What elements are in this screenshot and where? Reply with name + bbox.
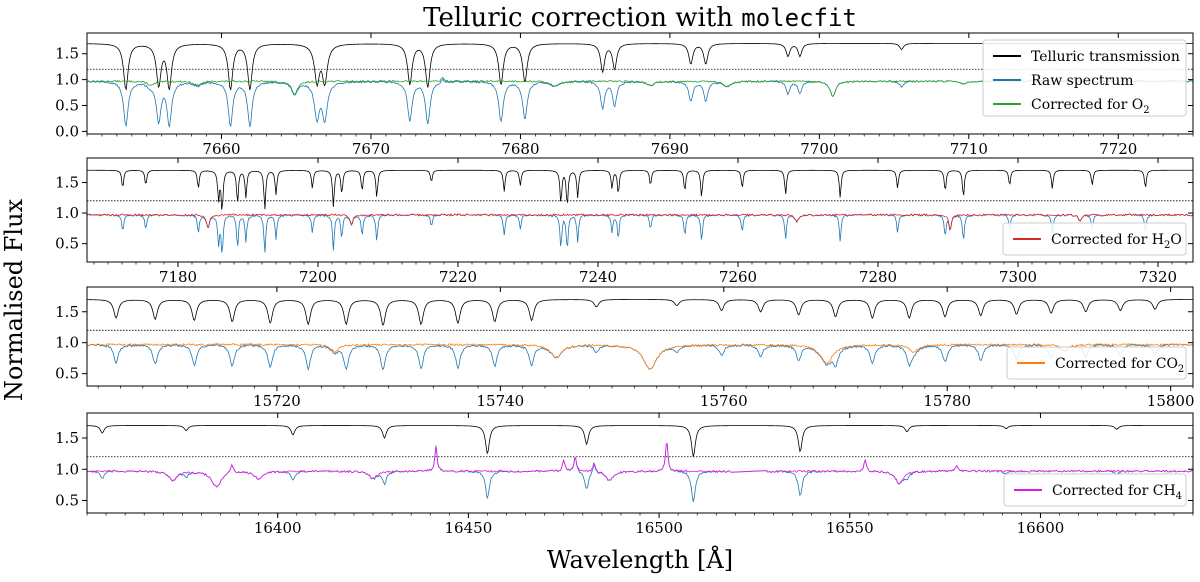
legend-ch4: Corrected for CH4 — [1003, 473, 1187, 507]
series-corrected-ch4 — [87, 442, 1193, 488]
y-tick-label-ch4: 1.5 — [55, 429, 79, 447]
x-tick-label-h2o: 7320 — [1139, 268, 1177, 286]
y-tick-label-o2: 1.0 — [55, 71, 79, 89]
axes-frame-co2 — [86, 286, 1194, 387]
panel-ch4: 16400 16450 16500 16550 16600 0.5 1.0 1.5 Correc… — [55, 412, 1194, 537]
chart-title-code: molecfit — [741, 4, 857, 32]
plot-area-ch4 — [87, 425, 1193, 502]
legend-label-co2: Corrected for CO2 — [1055, 356, 1184, 375]
legend-h2o: Corrected for H2O — [1002, 222, 1187, 256]
y-tick-label-co2: 1.0 — [55, 334, 79, 352]
x-tick-label-h2o: 7180 — [159, 268, 197, 286]
legend-box-co2 — [1006, 346, 1187, 380]
x-tick-label-co2: 15760 — [700, 392, 748, 410]
chart-title: Telluric correction with molecfit — [423, 3, 857, 33]
x-tick-label-h2o: 7280 — [859, 268, 897, 286]
y-axis-label: Normalised Flux — [0, 198, 28, 401]
x-tick-label-o2: 7660 — [202, 140, 240, 158]
x-tick-label-h2o: 7300 — [999, 268, 1037, 286]
legend-label-ch4: Corrected for CH4 — [1052, 483, 1182, 502]
panels: 7660 7670 7680 7690 7700 7710 7720 0.0 0.5 1.0 1.5… — [55, 32, 1195, 537]
series-transmission-ch4 — [87, 425, 1193, 457]
y-tick-label-ch4: 1.0 — [55, 460, 79, 478]
x-tick-label-h2o: 7240 — [579, 268, 617, 286]
y-tick-label-ch4: 0.5 — [55, 492, 79, 510]
panel-h2o: 7180 7200 7220 7240 7260 7280 7300 7320 0.5 1.0 1.… — [55, 157, 1194, 286]
x-tick-label-ch4: 16550 — [826, 519, 874, 537]
y-tick-label-h2o: 0.5 — [55, 235, 79, 253]
series-transmission-h2o — [87, 169, 1193, 210]
series-corrected-co2 — [87, 342, 1193, 370]
y-tick-label-co2: 1.5 — [55, 303, 79, 321]
y-tick-label-o2: 1.5 — [55, 45, 79, 63]
series-transmission-co2 — [87, 299, 1193, 326]
x-tick-label-o2: 7690 — [651, 140, 689, 158]
x-tick-label-ch4: 16450 — [445, 519, 493, 537]
panel-co2: 15720 15740 15760 15780 15800 0.5 1.0 1.5 Correc… — [55, 286, 1195, 410]
y-tick-label-h2o: 1.0 — [55, 204, 79, 222]
x-tick-label-co2: 15800 — [1147, 392, 1195, 410]
x-axis-label: Wavelength [Å] — [547, 545, 733, 574]
legend-label-o2: Corrected for O2 — [1031, 97, 1150, 116]
legend-box-h2o — [1002, 222, 1187, 256]
legend-o2: Telluric transmission Raw spectrum Correct… — [982, 39, 1187, 117]
x-tick-label-ch4: 16600 — [1017, 519, 1065, 537]
legend-label-transmission: Telluric transmission — [1031, 49, 1180, 65]
y-tick-label-o2: 0.5 — [55, 97, 79, 115]
x-tick-label-ch4: 16400 — [254, 519, 302, 537]
x-tick-label-o2: 7720 — [1099, 140, 1137, 158]
legend-box-o2 — [982, 39, 1187, 117]
x-tick-label-h2o: 7260 — [719, 268, 757, 286]
panel-o2: 7660 7670 7680 7690 7700 7710 7720 0.0 0.5 1.0 1.5… — [55, 32, 1194, 158]
chart-title-prefix: Telluric correction with — [423, 3, 741, 33]
y-tick-label-o2: 0.0 — [55, 122, 79, 140]
y-tick-label-co2: 0.5 — [55, 365, 79, 383]
x-tick-label-o2: 7700 — [800, 140, 838, 158]
x-tick-label-o2: 7680 — [501, 140, 539, 158]
plot-area-co2 — [87, 299, 1193, 371]
legend-label-h2o: Corrected for H2O — [1051, 232, 1182, 251]
legend-label-raw: Raw spectrum — [1031, 73, 1134, 89]
x-tick-label-o2: 7710 — [950, 140, 988, 158]
x-tick-label-o2: 7670 — [352, 140, 390, 158]
x-tick-label-co2: 15780 — [923, 392, 971, 410]
series-corrected-h2o — [87, 213, 1193, 230]
legend-box-ch4 — [1003, 473, 1187, 507]
x-tick-label-h2o: 7200 — [299, 268, 337, 286]
x-tick-label-ch4: 16500 — [635, 519, 683, 537]
x-tick-label-h2o: 7220 — [439, 268, 477, 286]
legend-co2: Corrected for CO2 — [1006, 346, 1187, 380]
x-tick-label-co2: 15740 — [476, 392, 524, 410]
y-tick-label-h2o: 1.5 — [55, 173, 79, 191]
x-tick-label-co2: 15720 — [253, 392, 301, 410]
